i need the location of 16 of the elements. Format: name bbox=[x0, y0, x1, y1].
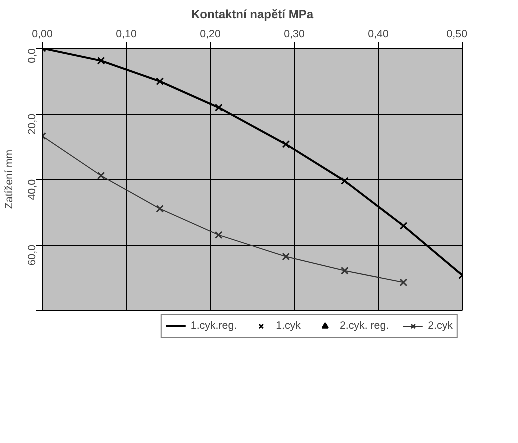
y-tick-label: 20,0 bbox=[26, 114, 38, 135]
y-tick-label: 0,0 bbox=[26, 48, 38, 64]
legend-label: 1.cyk bbox=[276, 319, 301, 333]
x-tick-label: 0,40 bbox=[368, 28, 389, 40]
legend-label: 2.cyk bbox=[428, 319, 453, 333]
x-tick-label: 0,10 bbox=[116, 28, 137, 40]
x-tick-label: 0,30 bbox=[284, 28, 305, 40]
x-tick-label: 0,00 bbox=[32, 28, 53, 40]
legend-label: 1.cyk.reg. bbox=[190, 319, 238, 333]
y-axis-title: Zatížení mm bbox=[4, 150, 16, 210]
chart-title: Kontaktní napětí MPa bbox=[191, 8, 314, 22]
x-tick-label: 0,20 bbox=[200, 28, 221, 40]
y-tick-label: 60,0 bbox=[26, 244, 38, 266]
legend-label: 2.cyk. reg. bbox=[340, 319, 390, 333]
y-tick-label: 40,0 bbox=[26, 179, 38, 200]
x-tick-label: 0,50 bbox=[446, 28, 468, 40]
